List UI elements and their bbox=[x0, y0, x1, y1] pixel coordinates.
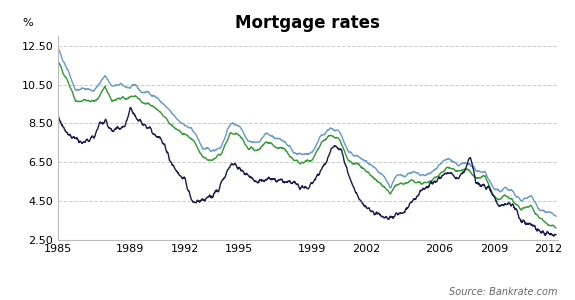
30-year fixed bbox=[175, 118, 182, 122]
30-year fixed bbox=[458, 162, 465, 165]
15-year fixed bbox=[54, 58, 61, 61]
Line: 30-year fixed: 30-year fixed bbox=[58, 47, 556, 216]
Text: %: % bbox=[22, 18, 33, 28]
1-year ARM bbox=[126, 106, 133, 110]
Text: Source: Bankrate.com: Source: Bankrate.com bbox=[449, 287, 558, 297]
30-year fixed bbox=[545, 210, 552, 214]
Title: Mortgage rates: Mortgage rates bbox=[235, 14, 380, 32]
1-year ARM bbox=[553, 233, 559, 236]
1-year ARM bbox=[459, 171, 466, 175]
15-year fixed bbox=[545, 223, 552, 226]
15-year fixed bbox=[316, 146, 323, 150]
Line: 1-year ARM: 1-year ARM bbox=[58, 108, 556, 236]
30-year fixed bbox=[553, 214, 559, 218]
1-year ARM bbox=[545, 232, 552, 235]
15-year fixed bbox=[458, 169, 465, 172]
1-year ARM bbox=[226, 166, 233, 169]
30-year fixed bbox=[316, 137, 323, 141]
1-year ARM bbox=[550, 235, 557, 238]
1-year ARM bbox=[316, 172, 323, 176]
30-year fixed bbox=[284, 144, 291, 147]
30-year fixed bbox=[226, 124, 233, 128]
15-year fixed bbox=[175, 128, 182, 132]
30-year fixed bbox=[54, 45, 61, 49]
15-year fixed bbox=[553, 226, 559, 230]
Line: 15-year fixed: 15-year fixed bbox=[58, 60, 556, 228]
1-year ARM bbox=[285, 179, 292, 183]
15-year fixed bbox=[284, 151, 291, 155]
1-year ARM bbox=[175, 172, 182, 176]
1-year ARM bbox=[54, 112, 61, 116]
15-year fixed bbox=[226, 134, 233, 137]
